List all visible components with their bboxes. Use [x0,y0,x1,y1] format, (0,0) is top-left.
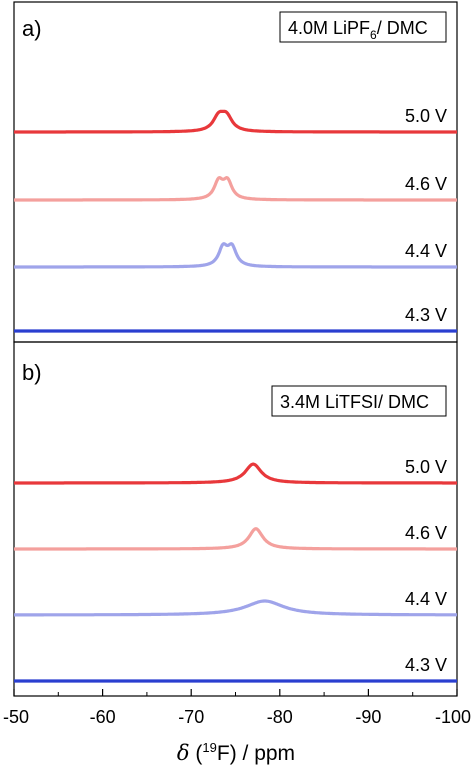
series-label-a-44: 4.4 V [405,241,447,261]
series-label-b-50: 5.0 V [405,457,447,477]
x-tick-label-5: -100 [435,707,471,727]
panel-b-label: b) [22,360,42,385]
panel-a-legend-tail: / DMC [377,18,428,38]
series-label-b-46: 4.6 V [405,523,447,543]
x-tick-label-0: -50 [3,707,29,727]
series-label-b-44: 4.4 V [405,589,447,609]
panel-b-series: 5.0 V 4.6 V 4.4 V 4.3 V [13,457,458,683]
panel-a: a) 4.0M LiPF6/ DMC 5.0 V 4.6 V 4.4 V 4.3 V [13,1,458,343]
x-axis-label: δ (19F) / ppm [177,740,295,765]
spectrum-line-b-46 [13,527,458,551]
series-label-a-50: 5.0 V [405,106,447,126]
x-axis-label-rest: F) / ppm [217,742,295,765]
series-label-a-46: 4.6 V [405,174,447,194]
panel-a-legend-sub: 6 [370,28,377,42]
panel-a-series: 5.0 V 4.6 V 4.4 V 4.3 V [13,106,458,333]
x-axis-label-open: ( [190,742,203,765]
x-tick-label-2: -70 [178,707,204,727]
panel-b: b) 3.4M LiTFSI/ DMC 5.0 V 4.6 V 4.4 V 4.3 V [13,341,458,697]
x-axis-label-delta: δ [177,741,190,765]
panel-b-legend-text: 3.4M LiTFSI/ DMC [280,392,429,412]
spectrum-line-a-46 [13,176,458,202]
panel-b-legend-box [271,385,447,417]
x-tick-label-4: -90 [355,707,381,727]
x-tick-label-1: -60 [90,707,116,727]
panel-b-legend-main: 3.4M LiTFSI/ DMC [280,392,429,412]
series-label-b-43: 4.3 V [405,655,447,675]
series-label-a-43: 4.3 V [405,305,447,325]
x-axis-label-sup: 19 [202,740,216,755]
spectrum-line-a-44 [13,242,458,269]
spectrum-line-b-44 [13,599,458,617]
panel-a-legend-box [279,11,447,43]
spectrum-line-a-50 [13,109,458,134]
panel-a-legend-text: 4.0M LiPF6/ DMC [288,18,428,42]
x-axis: -50 -60 -70 -80 -90 -100 [3,689,471,727]
panel-a-frame [13,1,458,343]
spectrum-line-b-50 [13,462,458,485]
x-tick-label-3: -80 [267,707,293,727]
panel-a-label: a) [22,16,42,41]
panel-a-legend-main: 4.0M LiPF [288,18,370,38]
